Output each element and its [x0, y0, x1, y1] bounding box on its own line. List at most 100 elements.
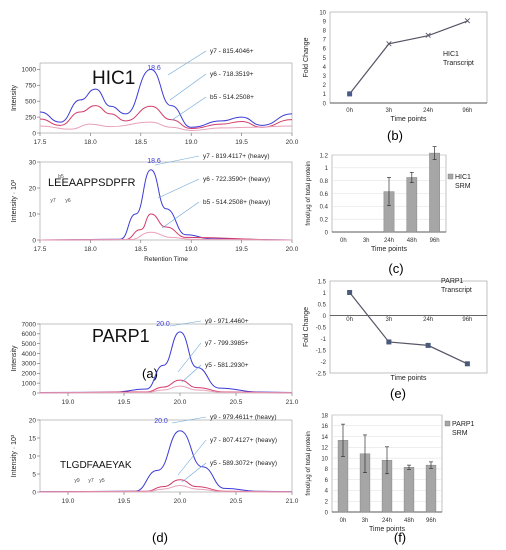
x-tick-label: 24h: [382, 518, 392, 524]
y-tick-label: 15: [29, 435, 37, 442]
x-tick-label: 96h: [426, 518, 436, 524]
y-tick-label: 500: [25, 98, 36, 105]
x-tick-label: 19.0: [185, 139, 198, 146]
y-tick-label: 14: [321, 435, 328, 441]
y-tick-label: 0: [32, 237, 36, 244]
y-axis-label: Intensity · 10³: [11, 179, 18, 222]
y-tick-label: 0: [325, 510, 329, 516]
chart-title: LEEAAPPSDPFR: [48, 177, 135, 189]
x-tick-label: 20.0: [286, 139, 299, 146]
x-tick-label: 0h: [346, 108, 353, 114]
y-tick-label: 0.2: [320, 217, 329, 223]
legend-label: HIC1: [443, 51, 459, 58]
data-point: [464, 361, 470, 367]
y-tick-label: -1.5: [316, 348, 327, 354]
x-tick-label: 19.5: [118, 399, 131, 406]
plot-frame: [39, 323, 293, 394]
series-line: [349, 292, 468, 365]
x-tick-label: 24h: [423, 317, 433, 323]
y-tick-label: -1: [321, 337, 327, 343]
chart-d_top: 19.0 19.5 20.0 20.5 21.0 0 1000 2000 3000 4000 500…: [11, 318, 299, 406]
y-tick-label: 1: [325, 166, 329, 172]
x-tick-label: 20.5: [230, 399, 243, 406]
y-tick-label: 1: [323, 291, 327, 297]
data-point: ✕: [385, 39, 393, 49]
annotation-arrow: [171, 96, 207, 121]
annotation-arrow: [169, 73, 207, 101]
annotation-arrow: [181, 364, 202, 383]
y-tick-label: 9: [323, 19, 327, 25]
annotation-arrow: [157, 178, 200, 199]
series-label: y7 - 799.3985+: [205, 340, 249, 347]
series-label: y6 - 722.3590+ (heavy): [203, 176, 270, 183]
fragment-label: y7: [50, 198, 56, 204]
y-tick-label: 0.8: [320, 179, 329, 185]
x-tick-label: 19.5: [235, 139, 248, 146]
bar: [403, 467, 415, 513]
y-tick-label: 2000: [22, 371, 37, 378]
x-axis-label: Retention Time: [144, 256, 188, 263]
chart-title: PARP1: [92, 326, 150, 346]
x-tick-label: 24h: [423, 108, 433, 114]
y-tick-label: 7: [323, 38, 327, 44]
series-label: y9 - 971.4460+: [205, 318, 249, 325]
y-tick-label: 4: [325, 489, 329, 495]
x-tick-label: 96h: [462, 108, 472, 114]
y-tick-label: 5: [323, 56, 327, 62]
panel-label-b: (b): [387, 128, 403, 143]
chart-d_bottom: 19.0 19.5 20.0 20.5 21.0 0 5 10 15 20 Intensity · …: [11, 414, 299, 505]
legend-swatch: [444, 420, 451, 427]
fragment-label: b5: [58, 174, 64, 180]
y-tick-label: 750: [25, 83, 36, 90]
y-tick-label: 0: [32, 390, 36, 397]
y-tick-label: 6: [325, 478, 329, 484]
series-label: y7 - 819.4117+ (heavy): [203, 153, 270, 160]
y-tick-label: 1.5: [318, 279, 327, 285]
x-tick-label: 19.5: [235, 246, 248, 253]
peak-label: 18.6: [147, 65, 161, 72]
data-point: [425, 342, 431, 348]
y-tick-label: 250: [25, 114, 36, 121]
series-line-1: [39, 68, 293, 128]
y-tick-label: 18: [321, 413, 328, 419]
x-tick-label: 18.5: [134, 246, 147, 253]
y-axis-label: Intensity: [11, 345, 18, 372]
x-tick-label: 3h: [362, 518, 369, 524]
y-tick-label: 0: [323, 314, 327, 320]
y-tick-label: 6000: [22, 331, 37, 338]
x-tick-label: 19.5: [118, 498, 131, 505]
series-line: [349, 20, 468, 95]
y-tick-label: -2.5: [316, 371, 327, 377]
y-axis-label: fmol/µg of total protein: [305, 431, 312, 496]
x-tick-label: 20.5: [230, 498, 243, 505]
x-axis-label: Time points: [391, 116, 427, 123]
bar: [425, 464, 437, 513]
x-tick-label: 20.0: [286, 246, 299, 253]
series-label: b5 - 514.2508+: [210, 94, 254, 101]
series-label: y7 - 807.4127+ (heavy): [210, 437, 277, 444]
y-tick-label: 7000: [22, 321, 37, 328]
y-tick-label: 30: [29, 159, 37, 166]
legend-label: Transcript: [443, 60, 474, 67]
chart-b: 0 1 2 3 4 5 6 7 8 9 10 0h 3h 24h 96h ✕ ✕ ✕ Fold Change Time…: [303, 10, 488, 123]
x-tick-label: 18.0: [84, 246, 97, 253]
x-axis-label: Time points: [369, 526, 405, 533]
y-tick-label: 6: [323, 47, 327, 53]
data-point: [347, 290, 353, 295]
series-label: y5 - 581.2930+: [205, 362, 249, 369]
y-tick-label: 3: [323, 74, 327, 80]
y-tick-label: 12: [321, 446, 328, 452]
series-line-2: [39, 213, 293, 241]
y-tick-label: 10: [29, 453, 37, 460]
bar: [429, 152, 440, 233]
y-tick-label: 20: [29, 417, 37, 424]
annotation-arrow: [171, 416, 207, 424]
y-tick-label: 0.6: [320, 192, 329, 198]
y-tick-label: 1: [323, 92, 327, 98]
x-tick-label: 21.0: [286, 498, 299, 505]
series-line-3: [39, 121, 293, 131]
plot-frame: [39, 161, 293, 241]
x-tick-label: 3h: [386, 317, 393, 323]
x-tick-label: 19.0: [62, 498, 75, 505]
